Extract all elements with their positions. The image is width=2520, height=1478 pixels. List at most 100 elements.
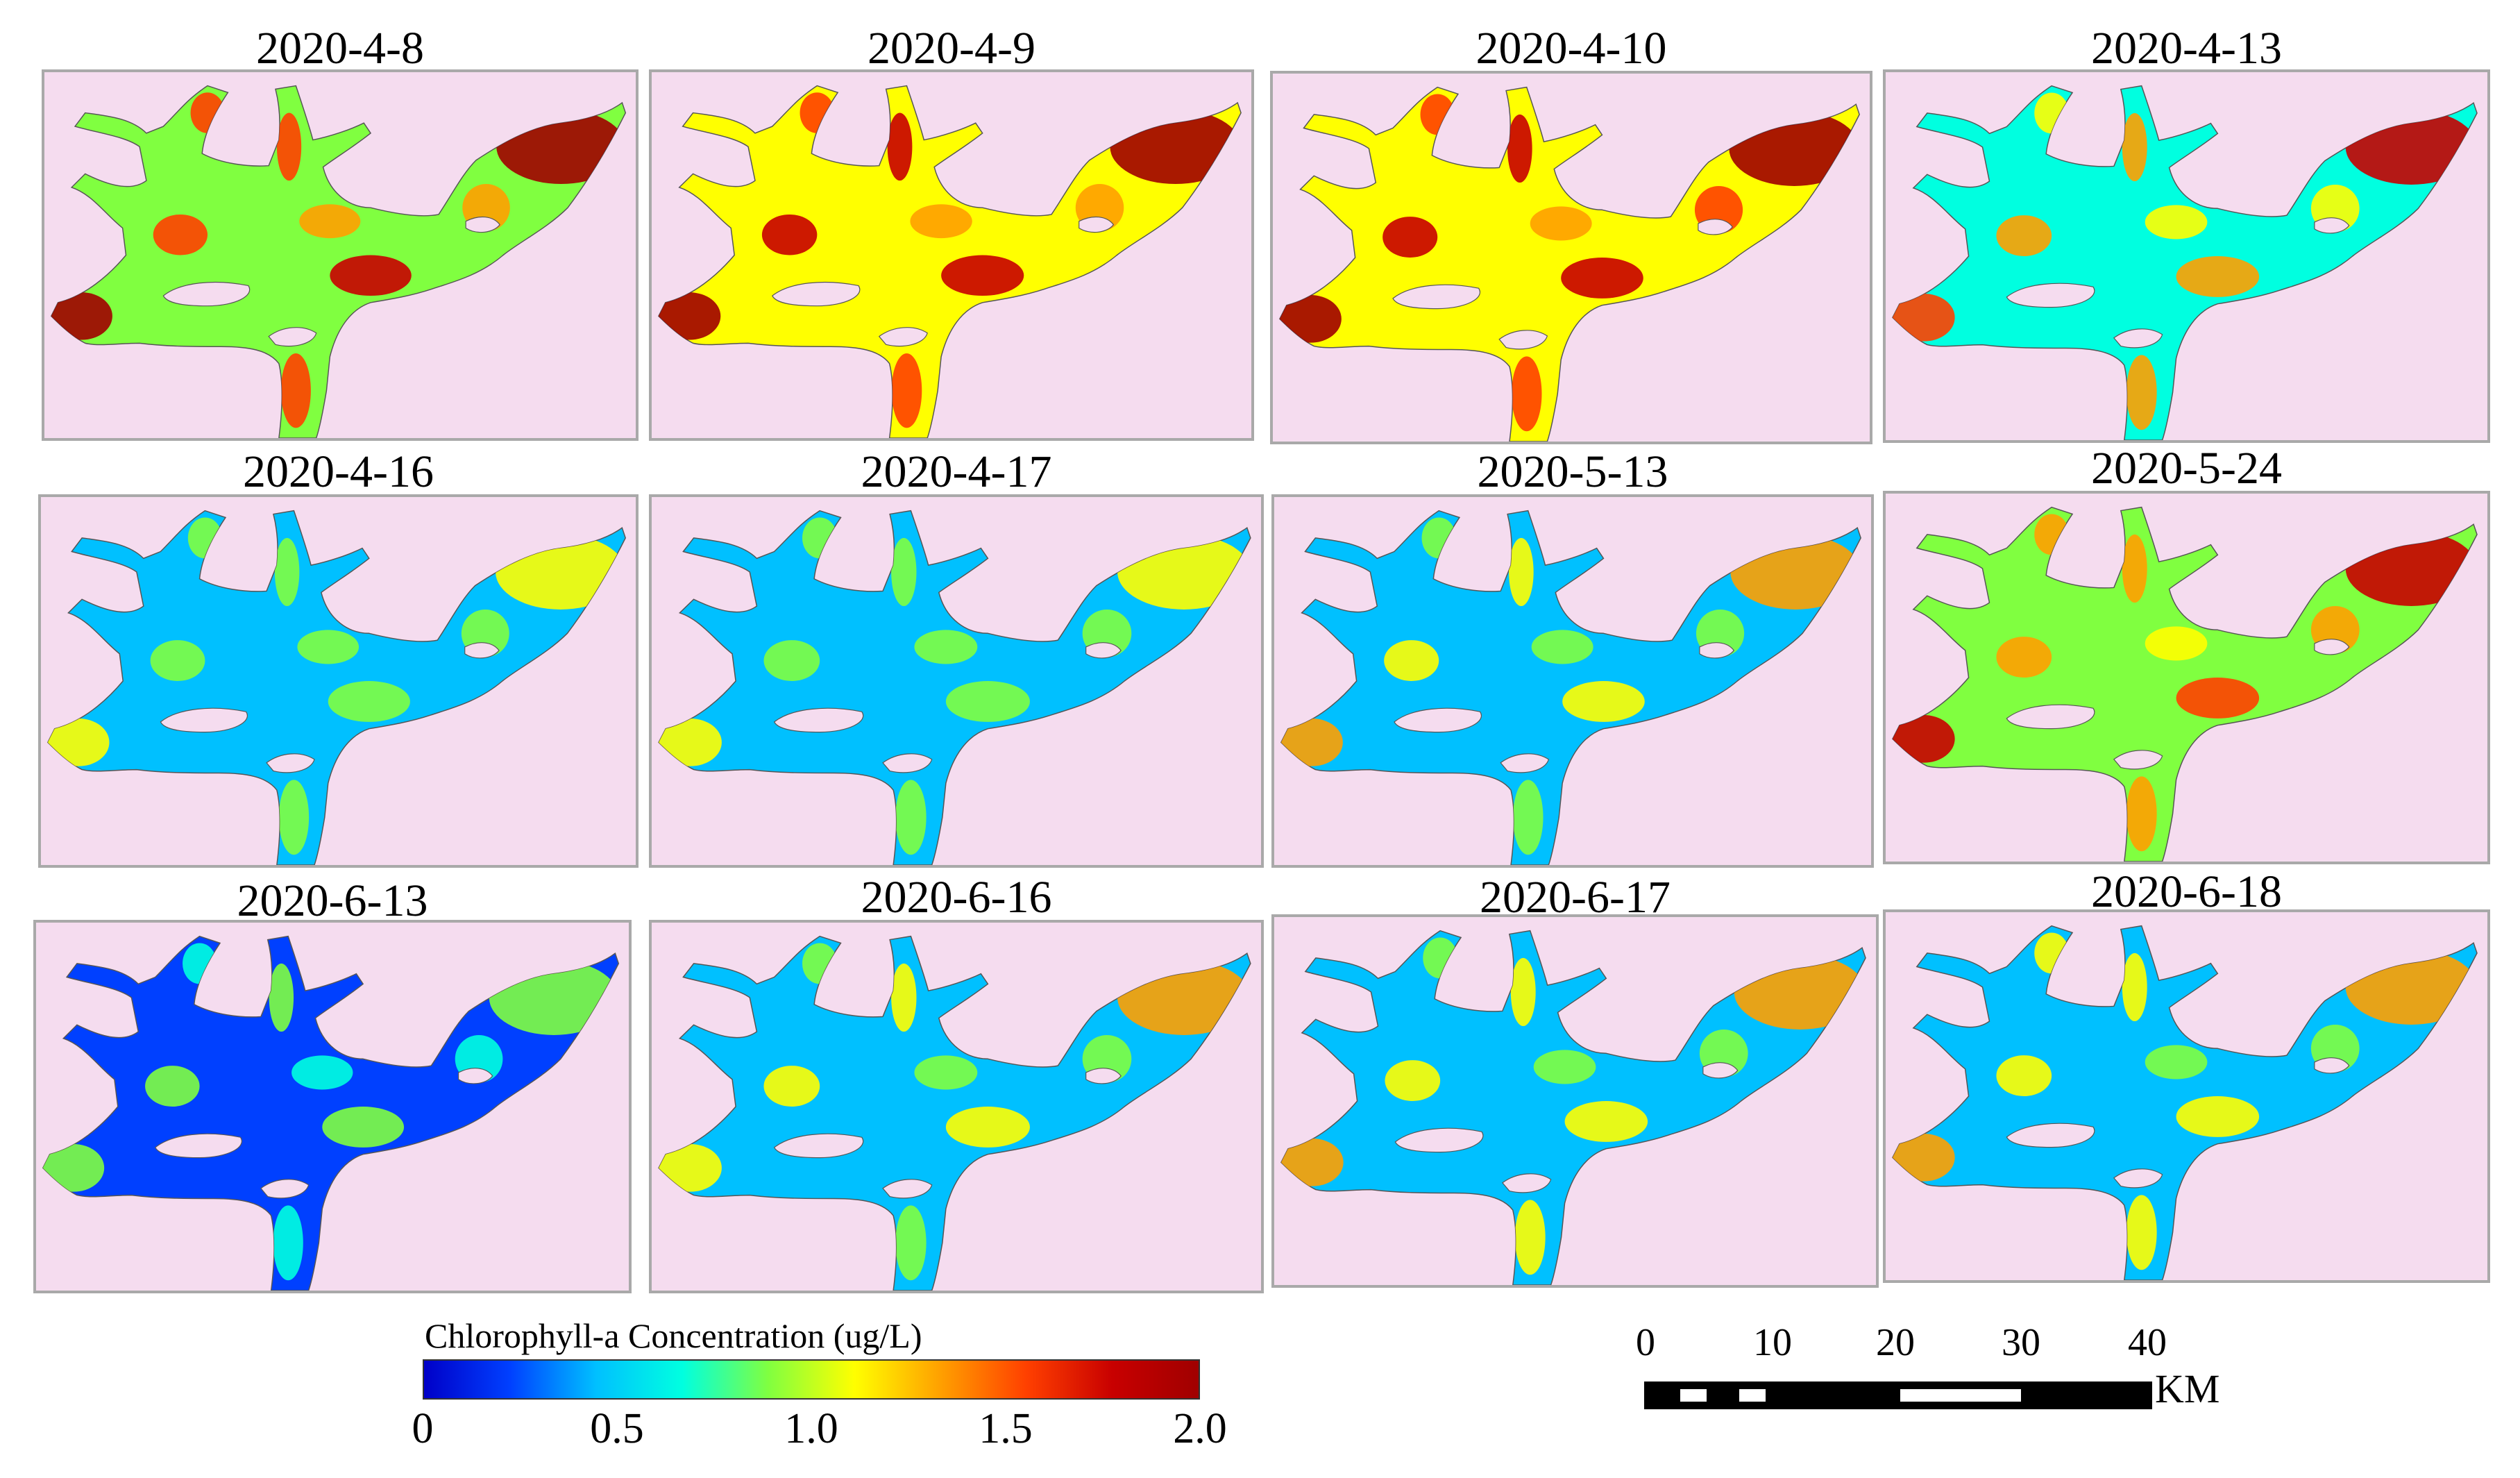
island <box>464 642 500 659</box>
concentration-patch <box>47 718 110 766</box>
island <box>2113 750 2163 770</box>
island <box>2006 283 2095 308</box>
concentration-patch <box>1117 959 1251 1035</box>
island <box>268 327 317 347</box>
concentration-patch <box>2176 678 2260 719</box>
island <box>1498 330 1548 350</box>
concentration-patch <box>1117 534 1251 610</box>
concentration-patch <box>1564 1101 1648 1142</box>
panel-date-title: 2020-4-17 <box>861 446 1052 497</box>
concentration-patch <box>299 204 361 239</box>
concentration-patch <box>1382 217 1438 258</box>
chlorophyll-map-panel <box>649 69 1254 441</box>
concentration-patch <box>2176 1096 2260 1137</box>
concentration-patch <box>489 959 619 1035</box>
colorbar-tick: 0.5 <box>590 1405 644 1452</box>
chlorophyll-map-panel <box>42 69 639 441</box>
concentration-patch <box>274 537 300 607</box>
concentration-patch <box>1510 957 1536 1027</box>
scale-bar-tick: 20 <box>1876 1321 1915 1364</box>
concentration-patch <box>891 537 917 607</box>
concentration-patch <box>945 1107 1030 1148</box>
island <box>2113 328 2163 348</box>
water-body <box>46 510 627 865</box>
concentration-patch <box>1892 293 1955 342</box>
island <box>162 281 251 307</box>
concentration-patch <box>2145 626 2208 661</box>
island <box>1501 1173 1552 1193</box>
concentration-patch <box>802 517 838 559</box>
concentration-patch <box>2345 530 2478 606</box>
colorbar-tick: 1.5 <box>979 1405 1033 1452</box>
water-body <box>1892 85 2478 440</box>
island <box>1394 1127 1484 1153</box>
water-body <box>1892 925 2478 1280</box>
concentration-patch <box>1729 110 1860 186</box>
panel-date-title: 2020-6-16 <box>861 872 1052 923</box>
scale-bar-unit: KM <box>2155 1366 2220 1411</box>
island <box>266 753 315 773</box>
concentration-patch <box>1730 534 1861 610</box>
concentration-patch <box>1279 294 1342 343</box>
concentration-patch <box>1507 114 1532 183</box>
legend-title: Chlorophyll-a Concentration (ug/L) <box>425 1316 922 1355</box>
concentration-patch <box>2145 205 2208 240</box>
scale-bar-tick: 30 <box>2002 1321 2040 1364</box>
chlorophyll-map-panel <box>38 494 639 868</box>
concentration-patch <box>496 534 626 610</box>
concentration-patch <box>187 517 223 559</box>
concentration-patch <box>1110 109 1242 185</box>
chlorophyll-map-panel <box>1883 909 2490 1283</box>
concentration-patch <box>1996 215 2052 256</box>
scale-bar-tick: 40 <box>2128 1321 2167 1364</box>
water-body <box>658 510 1251 865</box>
island <box>773 707 864 733</box>
chlorophyll-map-panel <box>1883 491 2490 864</box>
concentration-patch <box>1385 1060 1441 1101</box>
concentration-patch <box>2176 256 2260 297</box>
chlorophyll-map-panel <box>1271 494 1874 868</box>
island <box>2314 217 2350 234</box>
concentration-patch <box>659 1143 722 1192</box>
concentration-patch <box>269 963 294 1032</box>
island <box>1394 707 1482 733</box>
scale-bar-tick: 0 <box>1636 1321 1655 1364</box>
island <box>2006 1123 2095 1148</box>
concentration-patch <box>1509 537 1534 607</box>
concentration-patch <box>1561 258 1643 299</box>
water-body <box>658 85 1242 438</box>
concentration-patch <box>145 1066 200 1107</box>
island <box>458 1068 493 1084</box>
island <box>1702 1062 1739 1079</box>
concentration-patch <box>1996 1055 2052 1096</box>
concentration-patch <box>328 681 410 722</box>
panel-date-title: 2020-4-8 <box>256 23 424 74</box>
island <box>2006 704 2095 730</box>
concentration-patch <box>1421 517 1456 559</box>
panel-date-title: 2020-6-17 <box>1480 872 1671 923</box>
panel-date-title: 2020-4-9 <box>868 23 1035 74</box>
concentration-patch <box>802 943 838 984</box>
island <box>1079 217 1115 233</box>
island <box>1085 642 1122 659</box>
panel-date-title: 2020-5-13 <box>1477 446 1668 497</box>
concentration-patch <box>1531 630 1593 664</box>
concentration-patch <box>1996 637 2052 678</box>
concentration-patch <box>763 1066 820 1107</box>
concentration-patch <box>1514 1200 1546 1275</box>
concentration-patch <box>1533 1050 1596 1084</box>
concentration-patch <box>1512 356 1542 432</box>
concentration-patch <box>1892 714 1955 763</box>
concentration-patch <box>891 963 917 1032</box>
concentration-patch <box>322 1107 405 1148</box>
concentration-patch <box>150 640 205 681</box>
chlorophyll-map-panel <box>1270 71 1872 444</box>
chlorophyll-map-panel <box>649 494 1264 868</box>
panel-date-title: 2020-4-10 <box>1475 23 1667 74</box>
concentration-patch <box>659 718 722 766</box>
scale-bar <box>1644 1382 2152 1409</box>
island <box>2314 1057 2350 1074</box>
chlorophyll-map-panel <box>649 920 1264 1293</box>
concentration-patch <box>2345 109 2478 185</box>
island <box>882 753 933 773</box>
